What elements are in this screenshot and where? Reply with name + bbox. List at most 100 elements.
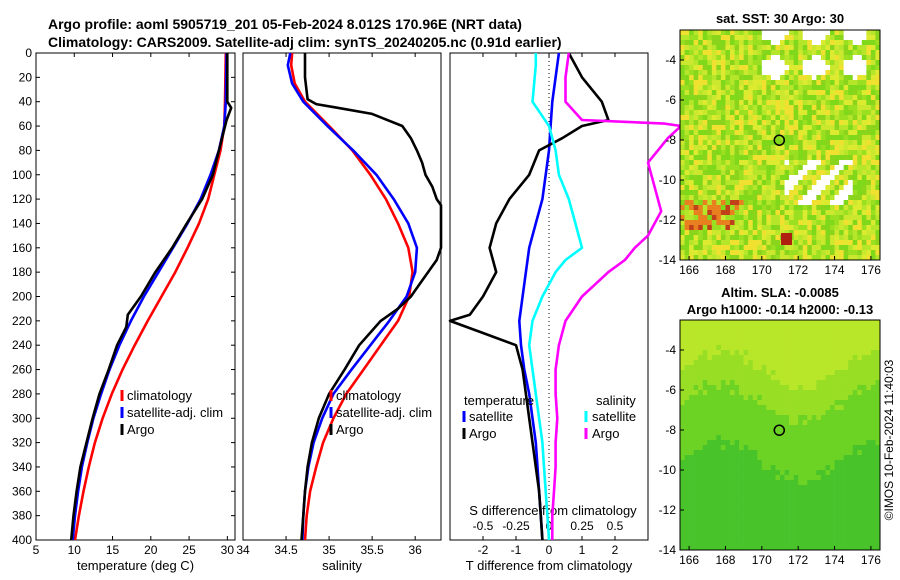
y-tick-label: -10 bbox=[659, 173, 677, 187]
panel-sst-map: 166 168 170 172 174 176-4-6-8-10-12-14 bbox=[659, 29, 881, 277]
map-cell bbox=[866, 220, 872, 226]
map-cell bbox=[870, 220, 876, 226]
map-cell bbox=[780, 50, 785, 56]
map-cell bbox=[680, 205, 685, 211]
map-cell bbox=[816, 445, 822, 451]
map-cell bbox=[811, 50, 817, 56]
map-cell bbox=[798, 320, 804, 326]
map-cell bbox=[866, 490, 872, 496]
map-cell bbox=[761, 60, 767, 66]
map-cell bbox=[766, 80, 772, 86]
map-cell bbox=[793, 135, 799, 141]
map-cell bbox=[711, 355, 717, 361]
map-cell bbox=[834, 40, 840, 46]
map-cell bbox=[857, 455, 863, 461]
x-tick-label: 34.5 bbox=[274, 543, 298, 557]
map-cell bbox=[743, 370, 749, 376]
x-tick-label: 5 bbox=[33, 543, 40, 557]
map-cell bbox=[775, 85, 781, 91]
legend-title-salinity: salinity bbox=[596, 393, 636, 408]
map-cell bbox=[839, 325, 844, 331]
map-cell bbox=[693, 50, 699, 56]
map-cell bbox=[730, 230, 735, 236]
map-cell bbox=[798, 120, 804, 126]
map-cell bbox=[825, 210, 831, 216]
map-cell bbox=[711, 230, 717, 236]
map-cell bbox=[725, 130, 731, 136]
map-cell bbox=[852, 500, 858, 506]
map-cell bbox=[684, 205, 690, 211]
map-cell bbox=[770, 140, 776, 146]
map-cell bbox=[766, 240, 772, 246]
map-cell bbox=[739, 345, 744, 351]
map-cell bbox=[734, 450, 740, 456]
map-cell bbox=[716, 115, 722, 121]
map-cell bbox=[870, 320, 876, 326]
map-cell bbox=[825, 180, 831, 186]
map-cell bbox=[807, 215, 813, 221]
map-cell bbox=[775, 440, 781, 446]
map-cell bbox=[789, 100, 794, 106]
map-cell bbox=[802, 95, 808, 101]
map-cell bbox=[743, 505, 749, 511]
map-cell bbox=[770, 345, 776, 351]
map-cell bbox=[702, 45, 708, 51]
map-cell bbox=[743, 320, 749, 326]
map-cell bbox=[802, 490, 808, 496]
map-cell bbox=[825, 155, 831, 161]
map-cell bbox=[825, 345, 831, 351]
map-cell bbox=[743, 160, 749, 166]
map-cell bbox=[784, 50, 790, 56]
map-cell bbox=[848, 420, 854, 426]
map-cell bbox=[761, 235, 767, 241]
map-cell bbox=[720, 150, 726, 156]
map-cell bbox=[830, 480, 835, 486]
map-cell bbox=[766, 205, 772, 211]
map-cell bbox=[807, 460, 813, 466]
map-cell bbox=[702, 330, 708, 336]
map-cell bbox=[734, 405, 740, 411]
y-tick-label: -12 bbox=[659, 213, 677, 227]
map-cell bbox=[811, 510, 817, 516]
map-cell bbox=[761, 195, 767, 201]
map-cell bbox=[693, 65, 699, 71]
map-cell bbox=[730, 85, 735, 91]
map-cell bbox=[707, 80, 713, 86]
map-cell bbox=[870, 150, 876, 156]
map-cell bbox=[725, 395, 731, 401]
map-cell bbox=[866, 345, 872, 351]
map-cell bbox=[680, 540, 685, 546]
map-cell bbox=[848, 535, 854, 541]
map-cell bbox=[716, 240, 722, 246]
map-cell bbox=[843, 190, 849, 196]
map-cell bbox=[820, 500, 826, 506]
map-cell bbox=[820, 170, 826, 176]
map-cell bbox=[748, 410, 754, 416]
map-cell bbox=[807, 125, 813, 131]
map-cell bbox=[852, 175, 858, 181]
map-cell bbox=[798, 155, 804, 161]
map-cell bbox=[852, 170, 858, 176]
map-cell bbox=[857, 145, 863, 151]
map-cell bbox=[680, 390, 685, 396]
map-cell bbox=[689, 450, 694, 456]
map-cell bbox=[770, 465, 776, 471]
map-cell bbox=[852, 485, 858, 491]
map-cell bbox=[816, 435, 822, 441]
map-cell bbox=[775, 50, 781, 56]
x-tick-label: 34 bbox=[236, 543, 250, 557]
map-cell bbox=[811, 360, 817, 366]
map-cell bbox=[802, 460, 808, 466]
map-cell bbox=[739, 395, 744, 401]
map-cell bbox=[766, 40, 772, 46]
map-cell bbox=[707, 195, 713, 201]
map-cell bbox=[748, 180, 754, 186]
map-cell bbox=[761, 100, 767, 106]
map-cell bbox=[807, 420, 813, 426]
map-cell bbox=[702, 240, 708, 246]
map-cell bbox=[811, 475, 817, 481]
map-cell bbox=[866, 215, 872, 221]
map-cell bbox=[811, 460, 817, 466]
map-cell bbox=[693, 395, 699, 401]
map-cell bbox=[780, 395, 785, 401]
